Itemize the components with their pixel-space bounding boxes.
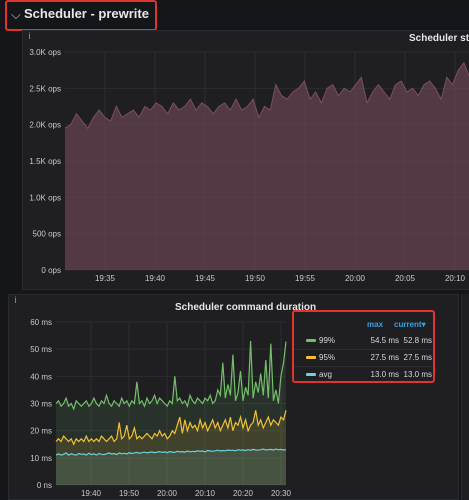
legend-max-header[interactable]: max — [367, 320, 384, 329]
scheduler-command-duration-panel[interactable]: i Scheduler command duration 0 ns 10 ms 20… — [8, 294, 459, 500]
y-tick-label: 1.0K ops — [29, 193, 61, 202]
legend-max-value: 13.0 ms — [370, 370, 399, 379]
legend-highlight — [292, 310, 435, 383]
y-tick-label: 1.5K ops — [29, 157, 61, 166]
x-tick-label: 19:55 — [295, 274, 316, 283]
series-area — [65, 62, 469, 270]
x-tick-label: 19:40 — [145, 274, 166, 283]
panel-title[interactable]: Scheduler stage — [409, 33, 469, 44]
row-header[interactable]: ⌵ Scheduler - prewrite — [0, 0, 469, 34]
legend-swatch — [306, 356, 316, 359]
x-tick-label: 20:10 — [195, 489, 216, 498]
legend-current-value: 13.0 ms — [403, 370, 432, 379]
series-area — [56, 410, 286, 485]
series-line-95% — [55, 410, 287, 446]
scheduler-stage-panel[interactable]: i Scheduler stage 0 ops 500 ops 1.0K ops 1.… — [22, 30, 469, 290]
x-tick-label: 20:05 — [395, 274, 416, 283]
legend-max-value: 27.5 ms — [370, 353, 399, 362]
y-tick-label: 60 ms — [30, 318, 52, 327]
x-tick-label: 19:45 — [195, 274, 216, 283]
series-line-avg — [55, 448, 287, 456]
chevron-down-icon[interactable]: ⌵ — [11, 7, 21, 22]
x-tick-label: 20:00 — [157, 489, 178, 498]
y-tick-label: 2.5K ops — [29, 84, 61, 93]
y-tick-label: 500 ops — [33, 230, 61, 239]
legend-row-95[interactable]: 95% 27.5 ms 27.5 ms — [292, 349, 432, 367]
y-tick-label: 0 ns — [37, 481, 52, 490]
legend-swatch — [306, 373, 316, 376]
y-tick-label: 50 ms — [30, 345, 52, 354]
panel-title[interactable]: Scheduler command duration — [175, 302, 317, 313]
y-tick-label: 40 ms — [30, 372, 52, 381]
legend-swatch — [306, 339, 316, 342]
x-tick-label: 19:50 — [245, 274, 266, 283]
x-tick-label: 19:50 — [119, 489, 140, 498]
panel-info-icon[interactable]: i — [28, 31, 31, 41]
y-tick-label: 3.0K ops — [29, 48, 61, 57]
next-panel-edge — [461, 294, 469, 500]
y-tick-label: 10 ms — [30, 454, 52, 463]
x-tick-label: 20:10 — [445, 274, 466, 283]
y-tick-label: 30 ms — [30, 400, 52, 409]
legend-series-name: 95% — [319, 353, 336, 362]
row-title-highlight — [5, 0, 157, 31]
legend-row-avg[interactable]: avg 13.0 ms 13.0 ms — [292, 366, 432, 383]
x-tick-label: 20:30 — [271, 489, 292, 498]
x-tick-label: 20:00 — [345, 274, 366, 283]
series-line-stage — [64, 61, 469, 130]
legend-row-99[interactable]: 99% 54.5 ms 52.8 ms — [292, 332, 432, 350]
panel-info-icon[interactable]: i — [14, 295, 17, 305]
y-tick-label: 2.0K ops — [29, 121, 61, 130]
legend-series-name: 99% — [319, 336, 336, 345]
legend-series-name: avg — [319, 370, 332, 379]
x-tick-label: 20:20 — [233, 489, 254, 498]
row-title[interactable]: Scheduler - prewrite — [24, 6, 149, 21]
series-area — [56, 449, 286, 485]
x-tick-label: 19:40 — [81, 489, 102, 498]
series-line-99% — [55, 340, 287, 411]
legend-current-value: 27.5 ms — [403, 353, 432, 362]
y-tick-label: 20 ms — [30, 427, 52, 436]
series-area — [56, 341, 286, 485]
legend-current-value: 52.8 ms — [403, 336, 432, 345]
scheduler-stage-chart[interactable]: 0 ops 500 ops 1.0K ops 1.5K ops 2.0K ops 2.5K… — [23, 31, 469, 290]
legend-current-header[interactable]: current▾ — [394, 320, 426, 329]
scheduler-command-duration-chart[interactable]: 0 ns 10 ms 20 ms 30 ms 40 ms 50 ms 60 ms 19:40 1… — [9, 295, 459, 500]
legend-max-value: 54.5 ms — [370, 336, 399, 345]
y-tick-label: 0 ops — [41, 266, 61, 275]
x-tick-label: 19:35 — [95, 274, 116, 283]
